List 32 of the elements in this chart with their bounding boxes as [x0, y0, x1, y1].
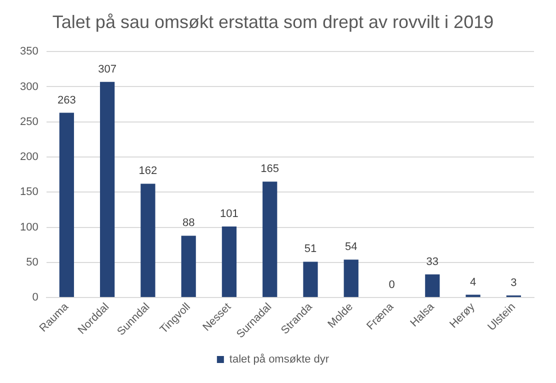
bar — [59, 112, 74, 298]
y-tick-label: 350 — [20, 46, 38, 58]
y-tick-label: 200 — [20, 151, 38, 164]
data-label: 54 — [345, 241, 358, 254]
y-tick-label: 0 — [32, 292, 38, 304]
y-tick-label: 250 — [20, 116, 38, 128]
y-tick-label: 100 — [20, 221, 38, 234]
bar — [181, 236, 196, 298]
bar — [140, 184, 156, 298]
data-label: 101 — [220, 208, 238, 220]
data-label: 307 — [98, 63, 116, 76]
data-label: 88 — [182, 217, 195, 230]
bar — [466, 294, 480, 298]
bar — [222, 226, 237, 298]
data-label: 4 — [470, 276, 476, 288]
data-label: 0 — [388, 279, 395, 292]
data-label: 33 — [426, 256, 439, 268]
data-label: 51 — [304, 243, 317, 256]
bar — [303, 262, 318, 298]
data-label: 162 — [138, 165, 158, 178]
y-tick-label: 300 — [20, 80, 38, 93]
data-label: 165 — [260, 163, 280, 176]
legend-label: talet på omsøkte dyr — [229, 354, 330, 366]
data-label: 3 — [510, 276, 517, 289]
data-label: 263 — [57, 94, 76, 106]
y-tick-label: 50 — [26, 256, 38, 268]
bar — [100, 82, 115, 298]
chart-title: Talet på sau omsøkt erstatta som drept av rovvilt i 2019 — [52, 12, 494, 32]
bar — [425, 274, 440, 298]
bar — [262, 182, 278, 298]
y-tick-label: 150 — [20, 186, 38, 198]
bar — [344, 260, 358, 298]
